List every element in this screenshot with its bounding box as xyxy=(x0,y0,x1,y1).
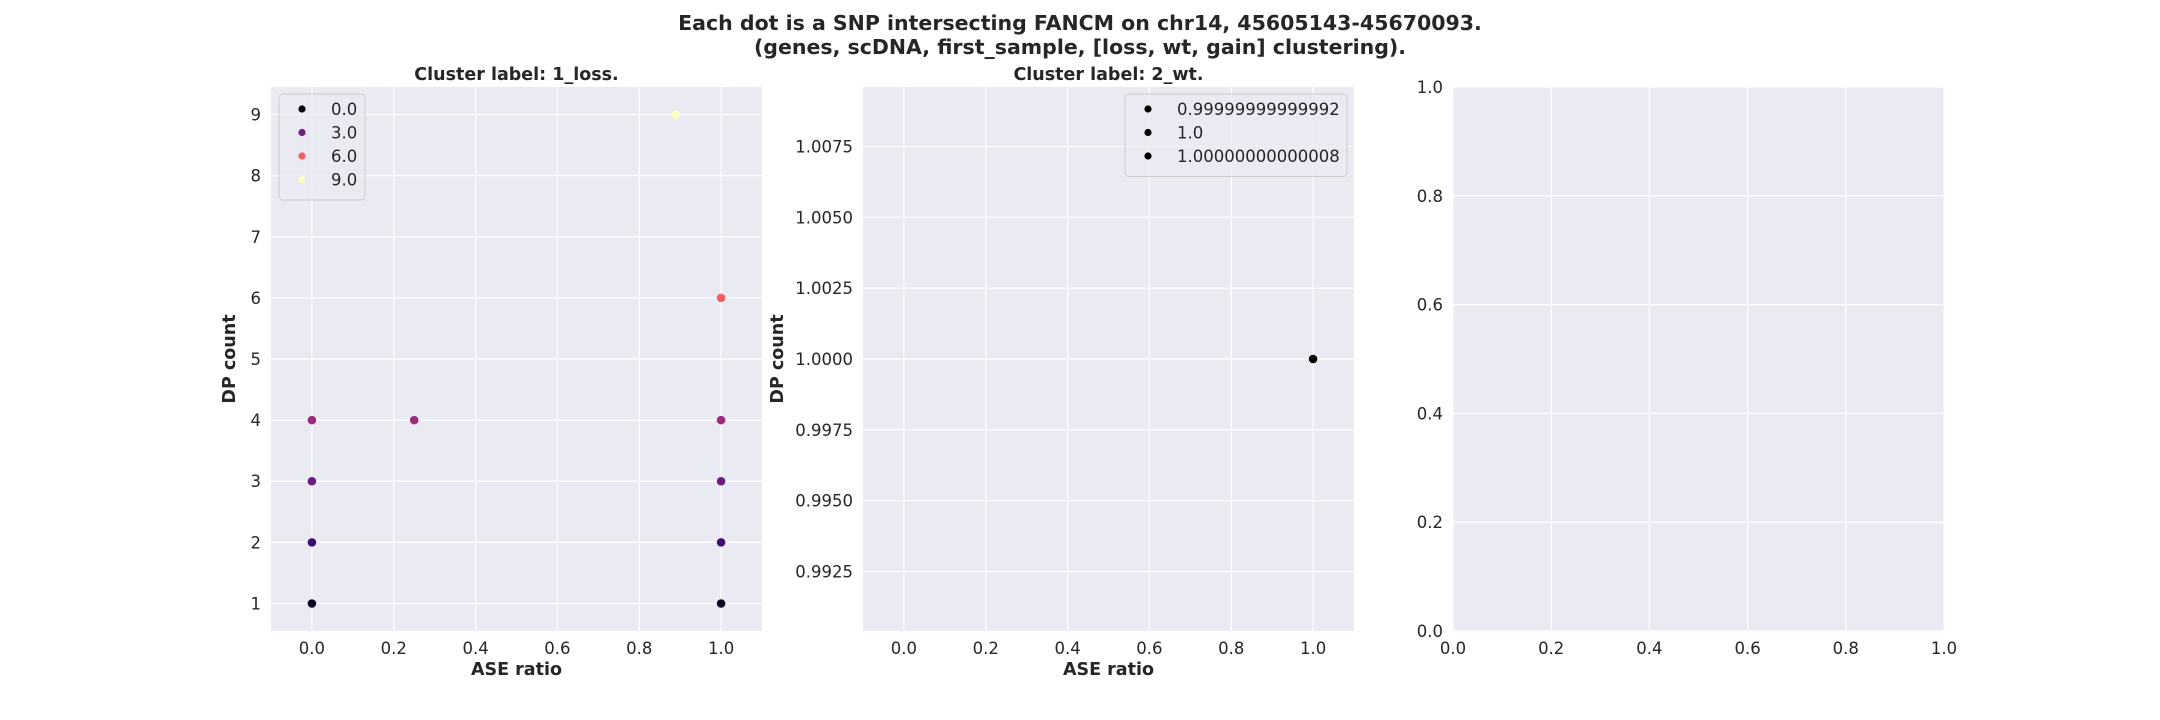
subplot-3: 0.0 0.2 0.4 0.6 0.8 1.0 0.0 0.2 0.4 0.6 0.8 1.0 xyxy=(1417,78,1957,658)
y-tick-label: 0.2 xyxy=(1417,513,1443,532)
data-point xyxy=(716,538,726,547)
x-tick-label: 0.4 xyxy=(1636,639,1662,658)
y-tick-label: 1.0050 xyxy=(795,208,853,227)
y-tick-label: 1.0000 xyxy=(795,350,853,369)
legend-box xyxy=(1124,93,1348,177)
y-tick-label: 0.8 xyxy=(1417,187,1443,206)
y-axis-label: DP count xyxy=(768,314,788,403)
y-tick-label: 8 xyxy=(251,167,262,186)
legend-label: 1.0 xyxy=(1177,124,1203,143)
x-tick-label: 0.2 xyxy=(1538,639,1564,658)
legend-marker xyxy=(298,175,306,184)
x-tick-label: 0.4 xyxy=(462,639,488,658)
y-tick-label: 0.4 xyxy=(1417,404,1443,423)
subplot-1: 0.0 0.2 0.4 0.6 0.8 1.0 1 2 3 4 5 6 7 8 9 Cluster label… xyxy=(220,65,762,680)
data-point xyxy=(307,415,317,425)
subplot-title: Cluster label: 2_wt. xyxy=(1013,65,1203,85)
y-tick-label: 9 xyxy=(251,106,262,125)
legend-marker xyxy=(298,105,306,113)
y-tick-label: 6 xyxy=(251,289,262,308)
legend-label: 0.99999999999992 xyxy=(1177,100,1340,119)
data-point xyxy=(716,599,726,608)
legend-label: 3.0 xyxy=(331,124,357,143)
y-tick-label: 0.9975 xyxy=(795,421,853,440)
legend-marker xyxy=(298,128,306,137)
data-point xyxy=(307,599,317,608)
x-tick-label: 0.0 xyxy=(891,639,917,658)
x-tick-label: 0.6 xyxy=(1136,639,1162,658)
subplots: 0.0 0.2 0.4 0.6 0.8 1.0 1 2 3 4 5 6 7 8 9 Cluster label… xyxy=(220,65,1957,680)
legend: 0.99999999999992 1.0 1.00000000000008 xyxy=(1124,93,1348,177)
x-tick-label: 0.8 xyxy=(1218,639,1244,658)
y-tick-label: 2 xyxy=(251,533,262,552)
legend-marker xyxy=(1144,128,1152,137)
x-tick-label: 1.0 xyxy=(1931,639,1957,658)
figure-title-line-2: (genes, scDNA, first_sample, [loss, wt, … xyxy=(754,35,1406,59)
legend-label: 6.0 xyxy=(331,147,357,166)
x-tick-label: 1.0 xyxy=(708,639,734,658)
x-tick-label: 0.8 xyxy=(626,639,652,658)
y-tick-label: 1.0075 xyxy=(795,138,853,157)
y-axis-label: DP count xyxy=(220,314,240,403)
data-point xyxy=(716,293,726,303)
legend: 0.0 3.0 6.0 9.0 xyxy=(278,93,366,201)
data-point xyxy=(716,476,726,486)
x-tick-label: 0.0 xyxy=(299,639,325,658)
x-tick-label: 0.4 xyxy=(1054,639,1080,658)
data-point xyxy=(409,415,419,425)
y-tick-label: 4 xyxy=(251,411,262,430)
x-tick-label: 1.0 xyxy=(1300,639,1326,658)
legend-marker xyxy=(298,152,306,160)
y-tick-label: 7 xyxy=(251,228,262,247)
data-point xyxy=(307,476,317,486)
x-tick-label: 0.2 xyxy=(381,639,407,658)
y-tick-label: 1.0 xyxy=(1417,78,1443,97)
y-tick-label: 1 xyxy=(251,594,262,613)
y-tick-label: 3 xyxy=(251,472,262,491)
data-point xyxy=(671,110,680,119)
x-axis-label: ASE ratio xyxy=(471,660,562,680)
y-tick-label: 0.6 xyxy=(1417,296,1443,315)
x-tick-label: 0.6 xyxy=(1734,639,1760,658)
legend-label: 0.0 xyxy=(331,100,357,119)
legend-label: 9.0 xyxy=(331,171,357,190)
legend-box xyxy=(278,93,366,201)
legend-marker xyxy=(1144,152,1152,160)
y-tick-label: 1.0025 xyxy=(795,279,853,298)
data-point xyxy=(1308,354,1318,364)
legend-marker xyxy=(1144,105,1152,113)
x-tick-label: 0.6 xyxy=(544,639,570,658)
subplot-2: 0.0 0.2 0.4 0.6 0.8 1.00.99250.99500.99751.00… xyxy=(768,65,1354,680)
y-tick-label: 5 xyxy=(251,350,262,369)
x-tick-label: 0.8 xyxy=(1833,639,1859,658)
y-tick-label: 0.9950 xyxy=(795,492,853,511)
x-axis-label: ASE ratio xyxy=(1063,660,1154,680)
x-tick-label: 0.2 xyxy=(973,639,999,658)
subplot-title: Cluster label: 1_loss. xyxy=(414,65,618,85)
x-tick-label: 0.0 xyxy=(1440,639,1466,658)
data-point xyxy=(307,538,317,547)
data-point xyxy=(716,415,726,425)
y-tick-label: 0.9925 xyxy=(795,563,853,582)
figure-title-line-1: Each dot is a SNP intersecting FANCM on … xyxy=(678,11,1482,35)
legend-label: 1.00000000000008 xyxy=(1177,147,1340,166)
y-tick-label: 0.0 xyxy=(1417,622,1443,641)
plot-area xyxy=(1453,87,1944,631)
